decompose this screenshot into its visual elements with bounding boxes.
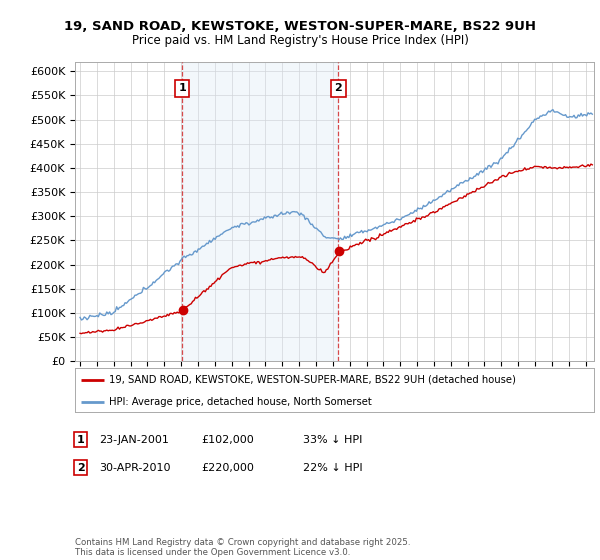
- Text: Price paid vs. HM Land Registry's House Price Index (HPI): Price paid vs. HM Land Registry's House …: [131, 34, 469, 46]
- Text: 1: 1: [178, 83, 186, 93]
- Text: 30-APR-2010: 30-APR-2010: [99, 463, 170, 473]
- Text: £220,000: £220,000: [201, 463, 254, 473]
- Text: 33% ↓ HPI: 33% ↓ HPI: [303, 435, 362, 445]
- Text: 1: 1: [77, 435, 85, 445]
- Text: £102,000: £102,000: [201, 435, 254, 445]
- Text: 2: 2: [334, 83, 342, 93]
- Text: 23-JAN-2001: 23-JAN-2001: [99, 435, 169, 445]
- Text: 2: 2: [77, 463, 85, 473]
- Text: 19, SAND ROAD, KEWSTOKE, WESTON-SUPER-MARE, BS22 9UH: 19, SAND ROAD, KEWSTOKE, WESTON-SUPER-MA…: [64, 20, 536, 32]
- Text: 19, SAND ROAD, KEWSTOKE, WESTON-SUPER-MARE, BS22 9UH (detached house): 19, SAND ROAD, KEWSTOKE, WESTON-SUPER-MA…: [109, 375, 515, 385]
- Text: Contains HM Land Registry data © Crown copyright and database right 2025.
This d: Contains HM Land Registry data © Crown c…: [75, 538, 410, 557]
- Text: 22% ↓ HPI: 22% ↓ HPI: [303, 463, 362, 473]
- Bar: [182, 62, 338, 361]
- Text: HPI: Average price, detached house, North Somerset: HPI: Average price, detached house, Nort…: [109, 397, 371, 407]
